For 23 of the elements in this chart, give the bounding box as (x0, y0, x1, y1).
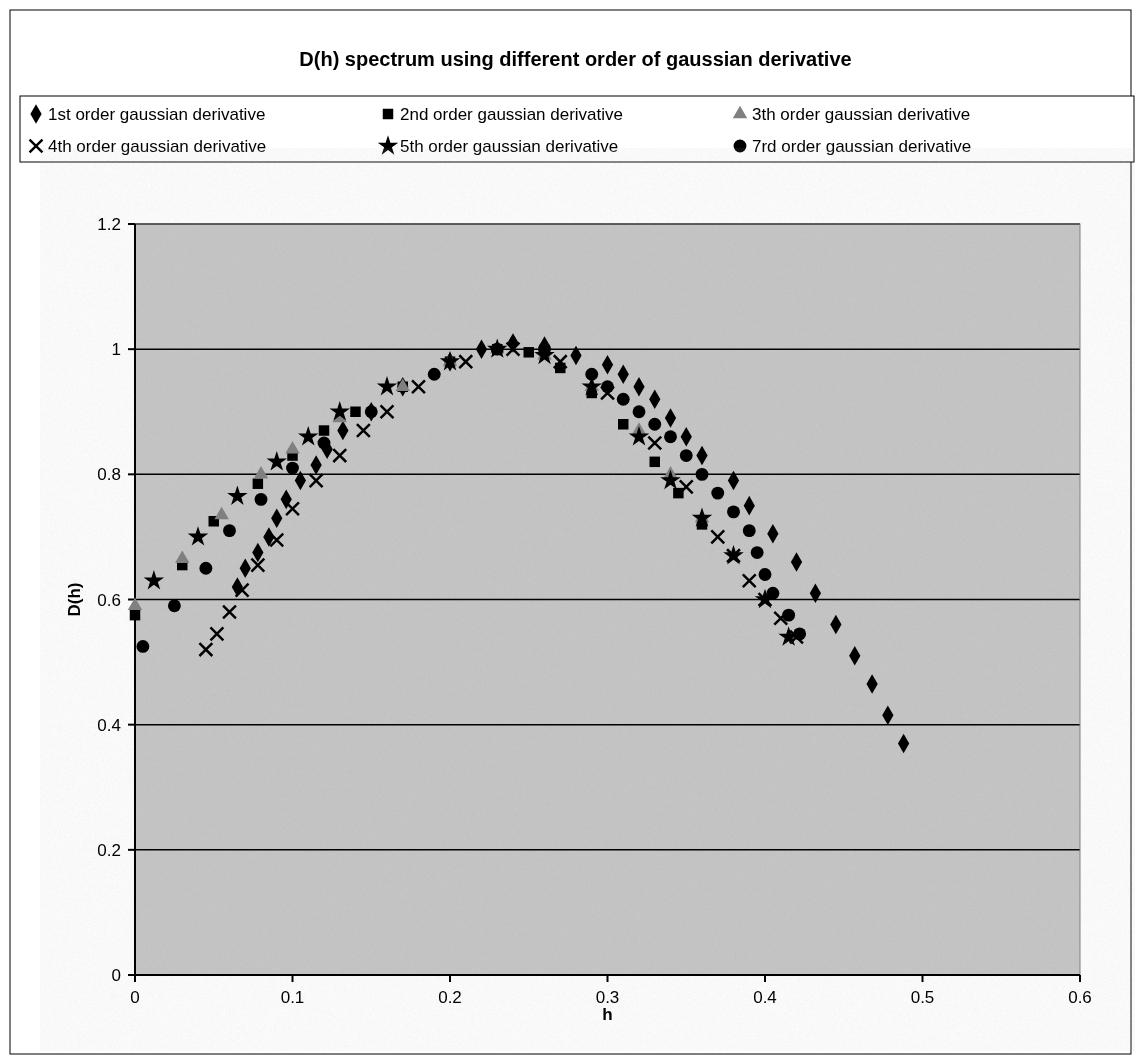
x-tick-label: 0.4 (753, 988, 777, 1007)
legend-label: 2nd order gaussian derivative (400, 105, 624, 124)
legend-label: 5th order gaussian derivative (400, 137, 619, 156)
y-tick-label: 1.2 (97, 215, 121, 234)
y-tick-label: 0.2 (97, 840, 121, 860)
x-tick-label: 0.6 (1068, 988, 1092, 1007)
legend-label: 4th order gaussian derivative (48, 137, 267, 156)
y-axis-title: D(h) (65, 582, 84, 617)
chart-title: D(h) spectrum using different order of gaussian derivative (299, 48, 852, 70)
legend-label: 3th order gaussian derivative (752, 105, 971, 124)
x-tick-label: 0 (130, 988, 140, 1007)
y-tick-label: 1 (111, 340, 121, 360)
x-tick-label: 0.1 (280, 988, 305, 1007)
x-tick-label: 0.5 (910, 988, 935, 1007)
x-tick-label: 0.3 (595, 988, 620, 1007)
legend-label: 1st order gaussian derivative (48, 105, 266, 124)
y-tick-label: 0.6 (97, 590, 121, 610)
x-axis-title: h (602, 1005, 613, 1024)
y-tick-label: 0.8 (97, 465, 121, 485)
y-tick-label: 0 (111, 966, 121, 985)
y-tick-label: 0.4 (97, 715, 121, 735)
legend-label: 7rd order gaussian derivative (752, 137, 972, 156)
x-tick-label: 0.2 (438, 988, 462, 1007)
